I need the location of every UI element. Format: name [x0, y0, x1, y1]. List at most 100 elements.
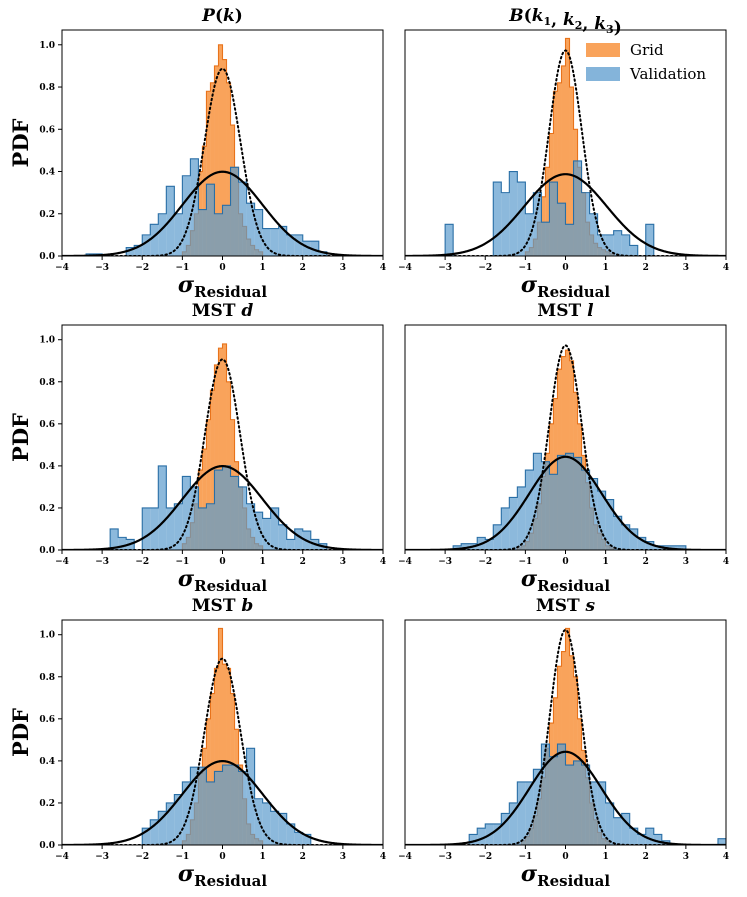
title-part: (	[215, 6, 223, 26]
validation-bar	[461, 543, 470, 550]
panel-3: −4 −3 −2 −1 0 1 2 3 4 0.0 0.2 0.4 0.6 0.8 1.0 MST d σRes…	[8, 301, 386, 595]
validation-bar	[174, 794, 183, 845]
validation-bar	[589, 213, 598, 256]
validation-bar	[238, 486, 247, 550]
gaussian-fit-validation	[405, 750, 726, 845]
panel-title: MST d	[192, 301, 254, 321]
validation-bar	[246, 203, 255, 256]
x-tick-label: −2	[135, 852, 149, 862]
validation-bar	[206, 781, 215, 845]
x-axis-label: σResidual	[178, 272, 268, 301]
validation-bar	[294, 832, 303, 845]
validation-bar	[310, 241, 319, 256]
validation-bar	[198, 507, 207, 550]
x-axis-symbol: σ	[521, 861, 538, 887]
plot-area	[405, 627, 726, 845]
y-axis-label: PDF	[8, 413, 33, 462]
validation-hist-outline	[444, 160, 662, 256]
y-axis-label: PDF	[8, 708, 33, 757]
grid-bar	[545, 167, 550, 256]
validation-bar	[190, 486, 199, 550]
validation-bar	[597, 491, 606, 550]
validation-bar	[557, 455, 566, 550]
grid-bar	[214, 364, 219, 550]
validation-bar	[222, 765, 231, 845]
x-tick-label: −1	[175, 263, 189, 273]
validation-bar	[645, 541, 654, 550]
panel-title: MST b	[192, 596, 254, 616]
grid-bar	[565, 38, 570, 256]
y-tick-label: 0.2	[39, 504, 55, 514]
validation-bar	[254, 798, 263, 845]
x-tick-label: 3	[683, 852, 689, 862]
validation-bar	[286, 539, 295, 550]
validation-bar	[589, 478, 598, 550]
legend-label-grid: Grid	[630, 41, 664, 59]
validation-bar	[645, 224, 654, 256]
title-part: MST	[192, 596, 242, 616]
y-tick-label: 0.8	[39, 673, 55, 683]
validation-bar	[613, 230, 622, 256]
validation-bar	[637, 834, 646, 845]
y-axis-label: PDF	[8, 118, 33, 167]
x-axis-subscript: Residual	[194, 872, 267, 890]
grid-bar	[561, 65, 566, 256]
validation-bar	[158, 811, 167, 845]
validation-bar	[493, 823, 502, 845]
validation-bar	[166, 507, 175, 550]
validation-bar	[190, 767, 199, 845]
validation-bar	[190, 158, 199, 256]
grid-bar	[206, 419, 211, 550]
x-tick-label: 2	[643, 557, 649, 567]
x-tick-label: −4	[55, 852, 69, 862]
validation-bar	[198, 209, 207, 256]
x-tick-label: 1	[259, 263, 265, 273]
validation-bar	[182, 781, 191, 845]
validation-bar	[565, 224, 574, 256]
title-part: k	[532, 6, 544, 26]
validation-bar	[613, 817, 622, 845]
title-part: ,	[582, 14, 594, 34]
x-tick-label: −4	[398, 263, 412, 273]
x-tick-label: 0	[219, 852, 225, 862]
title-part: MST	[536, 596, 586, 616]
validation-bar	[629, 245, 638, 256]
grid-bar	[214, 65, 219, 256]
title-part: k	[223, 6, 235, 26]
y-tick-label: 0.0	[39, 252, 55, 262]
validation-bar	[110, 528, 119, 550]
y-tick-label: 1.0	[39, 41, 55, 51]
validation-bar	[605, 234, 614, 256]
plot-area	[405, 37, 726, 256]
validation-bar	[613, 516, 622, 550]
validation-bar	[318, 251, 327, 256]
validation-hist-outline	[452, 452, 687, 550]
title-part: B	[508, 6, 523, 26]
panel-title: MST s	[536, 596, 596, 616]
validation-hist-outline	[109, 465, 328, 550]
validation-bar	[206, 503, 215, 550]
validation-bar	[541, 744, 550, 845]
x-tick-label: 0	[562, 557, 568, 567]
validation-bar	[557, 203, 566, 256]
validation-bar	[517, 781, 526, 845]
validation-bar	[222, 205, 231, 256]
x-tick-label: 1	[259, 852, 265, 862]
panel-6: −4 −3 −2 −1 0 1 2 3 4 MST s σResidual	[398, 596, 729, 890]
validation-bar	[549, 182, 558, 256]
validation-bar	[142, 507, 151, 550]
validation-bar	[589, 781, 598, 845]
x-tick-label: 2	[643, 852, 649, 862]
validation-bar	[653, 545, 662, 550]
validation-bar	[525, 781, 534, 845]
validation-bar	[238, 771, 247, 845]
panel-title: P(k)	[201, 6, 243, 26]
title-part: 1	[543, 15, 551, 28]
x-tick-label: 3	[683, 263, 689, 273]
y-tick-label: 0.6	[39, 125, 55, 135]
validation-bar	[230, 476, 239, 550]
x-axis-symbol: σ	[521, 566, 538, 592]
validation-bar	[118, 537, 127, 550]
validation-bar	[469, 834, 478, 845]
grid-bar	[569, 655, 574, 845]
